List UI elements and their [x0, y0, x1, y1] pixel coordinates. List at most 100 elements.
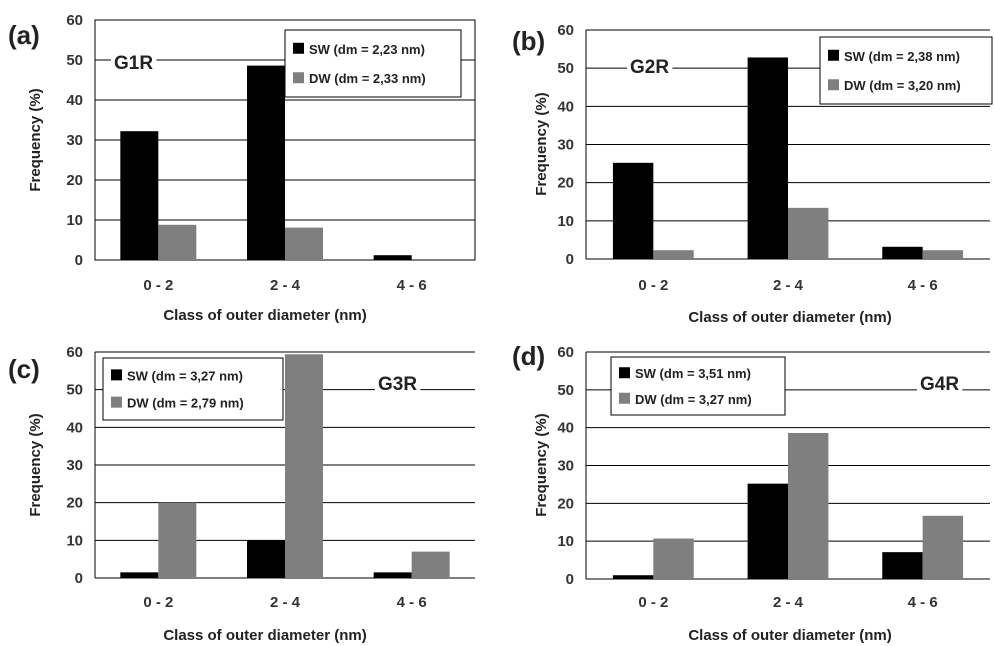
legend-entry: SW (dm = 3,51 nm)	[635, 366, 751, 381]
y-tick-label: 50	[557, 60, 574, 77]
bar-dw	[922, 250, 964, 259]
legend-entry: SW (dm = 2,38 nm)	[844, 49, 960, 64]
legend-swatch-dw	[828, 79, 839, 91]
bar-dw	[788, 207, 829, 259]
sample-label: G3R	[378, 374, 417, 395]
legend: SW (dm = 3,27 nm) DW (dm = 2,79 nm)	[102, 357, 284, 421]
x-tick-label: 0 - 2	[638, 277, 668, 294]
chart-panel-3: 0 10 20 30 40 50 60 0 - 2 2 - 4 4 - 6 (c) G3R Class …	[8, 344, 475, 644]
x-tick-label: 0 - 2	[143, 594, 173, 611]
x-tick-label: 2 - 4	[773, 594, 804, 611]
sample-label-bg	[375, 374, 421, 395]
y-axis-title: Frequency (%)	[533, 92, 550, 195]
y-tick-label: 40	[66, 419, 83, 436]
y-tick-label: 20	[557, 175, 574, 192]
legend-entry: DW (dm = 3,27 nm)	[635, 392, 752, 407]
y-tick-label: 10	[66, 532, 83, 549]
y-tick-label: 0	[75, 570, 83, 587]
x-axis-title: Class of outer diameter (nm)	[163, 627, 366, 644]
chart-panel-2: 0 10 20 30 40 50 60 0 - 2 2 - 4 4 - 6 (b) G2R Class …	[512, 22, 993, 326]
x-tick-label: 2 - 4	[270, 594, 301, 611]
legend-swatch-sw	[293, 42, 304, 54]
legend-box	[102, 357, 284, 421]
panel-label: (d)	[512, 341, 545, 371]
bar-sw	[120, 131, 159, 260]
x-axis-title: Class of outer diameter (nm)	[688, 309, 891, 326]
sample-label-bg	[627, 57, 673, 78]
bar-sw	[247, 540, 285, 578]
bar-dw	[653, 250, 694, 259]
panel-label: (b)	[512, 26, 545, 56]
bar-sw	[882, 552, 923, 579]
bar-sw	[120, 572, 159, 578]
legend: SW (dm = 3,51 nm) DW (dm = 3,27 nm)	[610, 356, 786, 416]
bar-dw	[158, 502, 197, 578]
legend-swatch-sw	[828, 49, 839, 61]
legend-swatch-dw	[619, 392, 630, 404]
y-tick-label: 30	[557, 137, 574, 154]
bar-sw	[882, 246, 923, 259]
legend-swatch-dw	[293, 72, 304, 84]
legend-swatch-sw	[111, 369, 122, 381]
sample-label-bg	[111, 53, 157, 74]
legend-entry: DW (dm = 2,33 nm)	[309, 71, 426, 86]
x-tick-label: 4 - 6	[908, 594, 938, 611]
legend-entry: DW (dm = 3,20 nm)	[844, 78, 961, 93]
bar-dw	[922, 515, 964, 579]
y-tick-label: 20	[66, 172, 83, 189]
x-tick-label: 4 - 6	[397, 594, 427, 611]
bar-sw	[747, 57, 788, 260]
bar-sw	[373, 255, 412, 260]
legend-entry: SW (dm = 3,27 nm)	[127, 368, 243, 383]
bar-dw	[158, 224, 197, 260]
panel-label: (a)	[8, 20, 40, 50]
bar-dw	[285, 354, 323, 578]
y-tick-label: 20	[557, 495, 574, 512]
y-tick-label: 60	[66, 12, 83, 29]
bar-dw	[653, 538, 694, 579]
panel-label: (c)	[8, 354, 40, 384]
y-axis-title: Frequency (%)	[27, 88, 44, 191]
bar-sw	[612, 575, 654, 579]
y-tick-label: 20	[66, 495, 83, 512]
y-tick-label: 60	[66, 344, 83, 361]
x-tick-label: 0 - 2	[638, 594, 668, 611]
y-tick-label: 50	[557, 382, 574, 399]
sample-label: G2R	[630, 57, 669, 78]
legend-entry: SW (dm = 2,23 nm)	[309, 42, 425, 57]
y-tick-label: 0	[75, 252, 83, 269]
chart-panel-4: 0 10 20 30 40 50 60 0 - 2 2 - 4 4 - 6 (d) G4R Class …	[512, 341, 990, 644]
y-tick-label: 0	[566, 571, 574, 588]
legend: SW (dm = 2,38 nm) DW (dm = 3,20 nm)	[819, 36, 993, 105]
y-tick-label: 40	[557, 98, 574, 115]
legend-box	[819, 36, 993, 105]
bar-sw	[747, 483, 788, 579]
x-tick-label: 4 - 6	[397, 277, 427, 294]
legend-swatch-sw	[619, 367, 630, 379]
x-axis-title: Class of outer diameter (nm)	[163, 307, 366, 324]
x-tick-label: 2 - 4	[773, 277, 804, 294]
x-tick-label: 4 - 6	[908, 277, 938, 294]
legend-swatch-dw	[111, 396, 122, 408]
bar-sw	[373, 572, 412, 578]
x-axis-title: Class of outer diameter (nm)	[688, 627, 891, 644]
y-tick-label: 50	[66, 382, 83, 399]
bar-dw	[788, 432, 829, 579]
sample-label-bg	[917, 374, 963, 395]
y-tick-label: 40	[66, 92, 83, 109]
y-tick-label: 10	[66, 212, 83, 229]
bar-sw	[612, 162, 654, 259]
y-tick-label: 40	[557, 420, 574, 437]
bar-dw	[285, 227, 323, 260]
chart-panel-1: 0 10 20 30 40 50 60 0 - 2 2 - 4 4 - 6 (a) G1R Class …	[8, 12, 476, 324]
legend-box	[610, 356, 786, 416]
y-tick-label: 10	[557, 213, 574, 230]
sample-label: G4R	[920, 374, 959, 395]
bar-dw	[411, 551, 450, 578]
x-tick-label: 0 - 2	[143, 277, 173, 294]
y-tick-label: 0	[566, 251, 574, 268]
legend-box	[284, 29, 462, 98]
legend: SW (dm = 2,23 nm) DW (dm = 2,33 nm)	[284, 29, 462, 98]
y-axis-title: Frequency (%)	[27, 413, 44, 516]
y-axis-title: Frequency (%)	[533, 413, 550, 516]
